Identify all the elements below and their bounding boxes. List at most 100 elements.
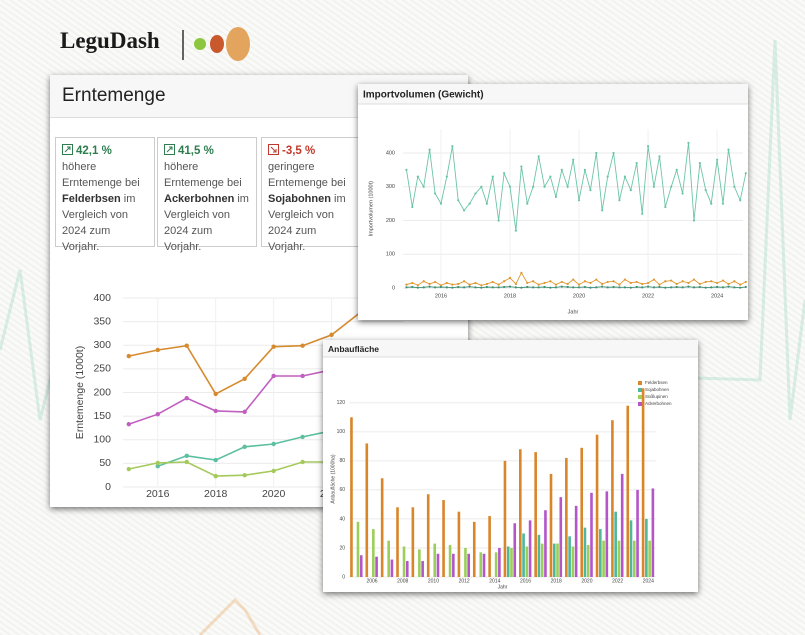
bar xyxy=(565,457,568,577)
data-point xyxy=(416,175,419,178)
trend-icon xyxy=(164,144,175,155)
chart-title: Anbaufläche xyxy=(328,344,379,354)
icon-arrow xyxy=(64,146,71,153)
data-point xyxy=(716,281,719,285)
data-point xyxy=(716,285,719,289)
legend-swatch xyxy=(638,402,642,406)
bar xyxy=(472,521,476,577)
data-point xyxy=(572,286,575,289)
data-point xyxy=(744,285,747,289)
data-point xyxy=(271,441,276,447)
data-point xyxy=(126,353,131,359)
data-point xyxy=(497,286,500,289)
x-tick-label: 2018 xyxy=(551,578,562,584)
data-point xyxy=(537,155,540,158)
data-point xyxy=(532,185,535,188)
bar xyxy=(586,545,590,577)
y-tick-label: 350 xyxy=(93,315,111,327)
data-point xyxy=(692,219,696,222)
data-point xyxy=(428,282,431,286)
data-point xyxy=(612,151,615,155)
data-point xyxy=(428,285,431,288)
data-point xyxy=(242,444,247,450)
bar xyxy=(510,547,513,577)
stat-header: -3,5 % xyxy=(268,143,354,159)
stat-value: -3,5 % xyxy=(282,145,316,157)
data-point xyxy=(497,219,500,222)
data-point xyxy=(618,199,621,202)
data-point xyxy=(520,271,523,274)
y-tick-label: 80 xyxy=(339,458,345,464)
data-point xyxy=(422,286,425,289)
data-point xyxy=(537,286,540,289)
data-point xyxy=(618,283,621,286)
data-point xyxy=(589,286,592,289)
chart: Anbaufläche 0 20 40 60 80 100 120 Anbaufläche (1… xyxy=(323,340,698,590)
icon-arrow xyxy=(166,146,173,153)
bar xyxy=(537,534,541,577)
bar xyxy=(387,540,390,577)
bar xyxy=(568,536,571,577)
y-tick-label: 100 xyxy=(93,434,111,446)
trend-icon xyxy=(62,144,73,155)
data-point xyxy=(739,286,742,289)
data-point xyxy=(503,285,506,289)
data-point xyxy=(474,286,477,289)
y-tick-label: 200 xyxy=(93,386,111,398)
x-tick-label: 2024 xyxy=(711,293,723,299)
stat-text: höhere Erntemenge bei xyxy=(164,161,242,189)
bar xyxy=(651,488,655,577)
data-point xyxy=(300,373,305,379)
bar xyxy=(534,452,537,577)
bar xyxy=(402,546,406,577)
stat-text: höhere Erntemenge bei xyxy=(62,161,140,189)
data-point xyxy=(549,286,552,289)
icon-frame xyxy=(268,144,279,155)
data-point xyxy=(595,151,598,155)
x-axis-label: Jahr xyxy=(568,309,579,315)
data-point xyxy=(213,457,218,463)
data-point xyxy=(514,282,517,286)
bar xyxy=(629,520,633,577)
data-point xyxy=(480,185,483,188)
data-point xyxy=(629,286,632,289)
data-point xyxy=(411,285,414,289)
bar xyxy=(636,489,639,577)
y-axis-label: Erntemenge (1000t) xyxy=(74,346,86,439)
data-point xyxy=(405,168,408,171)
bar xyxy=(648,540,651,577)
y-tick-label: 0 xyxy=(392,285,395,291)
data-point xyxy=(601,285,604,288)
data-point xyxy=(543,281,546,285)
data-point xyxy=(491,280,494,284)
icon-frame xyxy=(164,144,175,155)
x-tick-label: 2014 xyxy=(489,578,500,584)
bar xyxy=(522,533,525,577)
data-point xyxy=(439,202,443,205)
data-point xyxy=(520,165,523,168)
data-point xyxy=(271,468,276,474)
data-point xyxy=(242,409,247,415)
bar xyxy=(494,552,498,577)
bar xyxy=(540,543,544,577)
x-tick-label: 2016 xyxy=(146,488,170,500)
data-point xyxy=(739,283,742,286)
data-point xyxy=(520,286,523,289)
y-tick-label: 250 xyxy=(93,363,111,375)
data-point xyxy=(480,284,483,287)
data-point xyxy=(721,202,725,205)
trend-icon xyxy=(268,144,279,155)
bar xyxy=(479,552,483,577)
data-point xyxy=(411,205,414,209)
y-tick-label: 20 xyxy=(339,545,345,551)
data-point xyxy=(721,286,725,289)
bar xyxy=(452,553,455,577)
data-point xyxy=(704,280,707,284)
data-point xyxy=(422,185,425,188)
data-point xyxy=(514,286,517,289)
data-point xyxy=(692,286,696,289)
data-point xyxy=(704,189,707,192)
data-point xyxy=(664,205,667,209)
data-point xyxy=(503,280,506,283)
data-point xyxy=(434,192,437,195)
